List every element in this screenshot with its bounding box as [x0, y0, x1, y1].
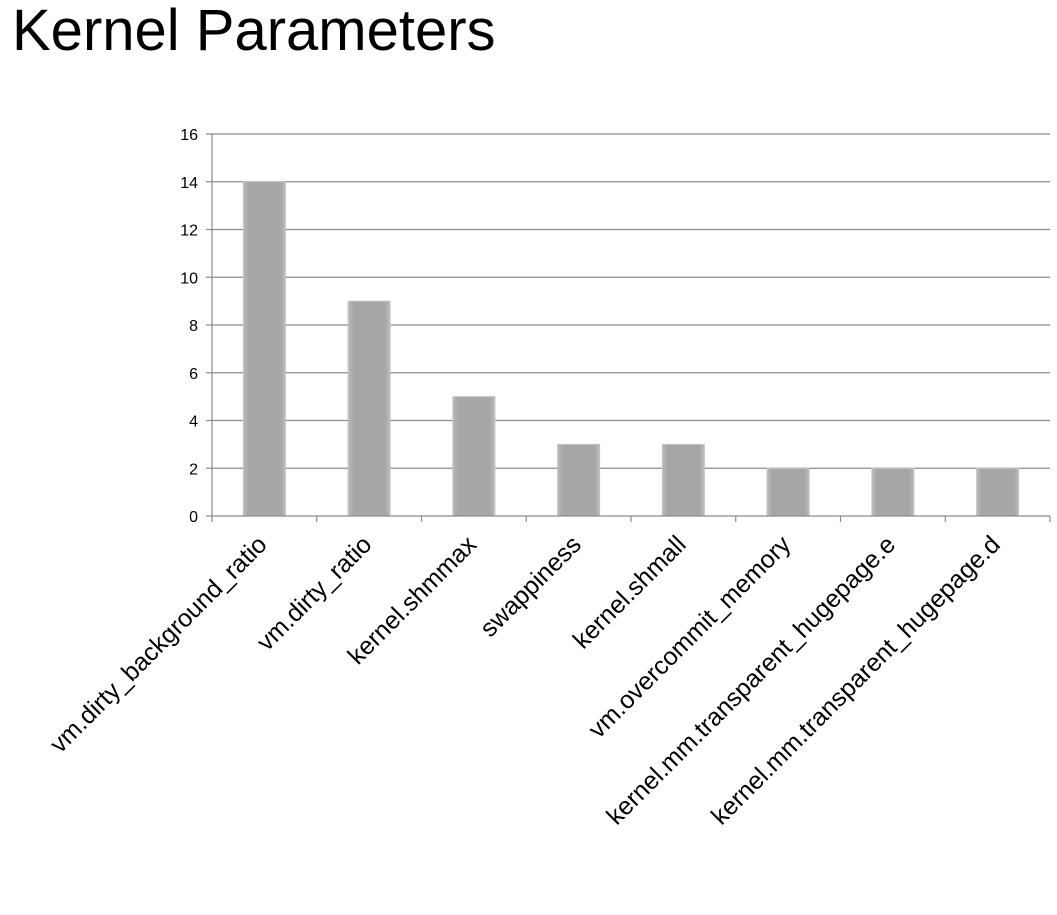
bar	[766, 467, 810, 517]
y-tick-label: 2	[189, 461, 198, 478]
bar	[661, 443, 705, 517]
y-tick-label: 8	[189, 318, 198, 335]
x-tick-label: vm.overcommit_memory	[583, 530, 797, 744]
y-tick-labels: 0 2 4 6 8 10 12 14 16	[180, 127, 198, 526]
axes	[206, 133, 1051, 522]
bar	[452, 396, 496, 517]
y-tick-label: 10	[180, 270, 198, 287]
chart-title: Kernel Parameters	[12, 0, 496, 63]
bar	[347, 300, 391, 517]
x-tick-label: swappiness	[475, 530, 587, 642]
y-tick-label: 16	[180, 127, 198, 144]
y-tick-label: 4	[189, 414, 198, 431]
y-tick-label: 14	[180, 175, 198, 192]
y-tick-label: 6	[189, 366, 198, 383]
bar	[976, 467, 1020, 517]
y-tick-label: 0	[189, 509, 198, 526]
bar	[242, 181, 286, 517]
y-tick-label: 12	[180, 223, 198, 240]
bars	[242, 181, 1020, 517]
x-tick-labels: vm.dirty_background_ratiovm.dirty_ratiok…	[45, 530, 1006, 830]
gridlines	[212, 133, 1050, 469]
bar	[871, 467, 915, 517]
x-tick-label: vm.dirty_background_ratio	[45, 530, 273, 758]
bar	[557, 443, 601, 517]
